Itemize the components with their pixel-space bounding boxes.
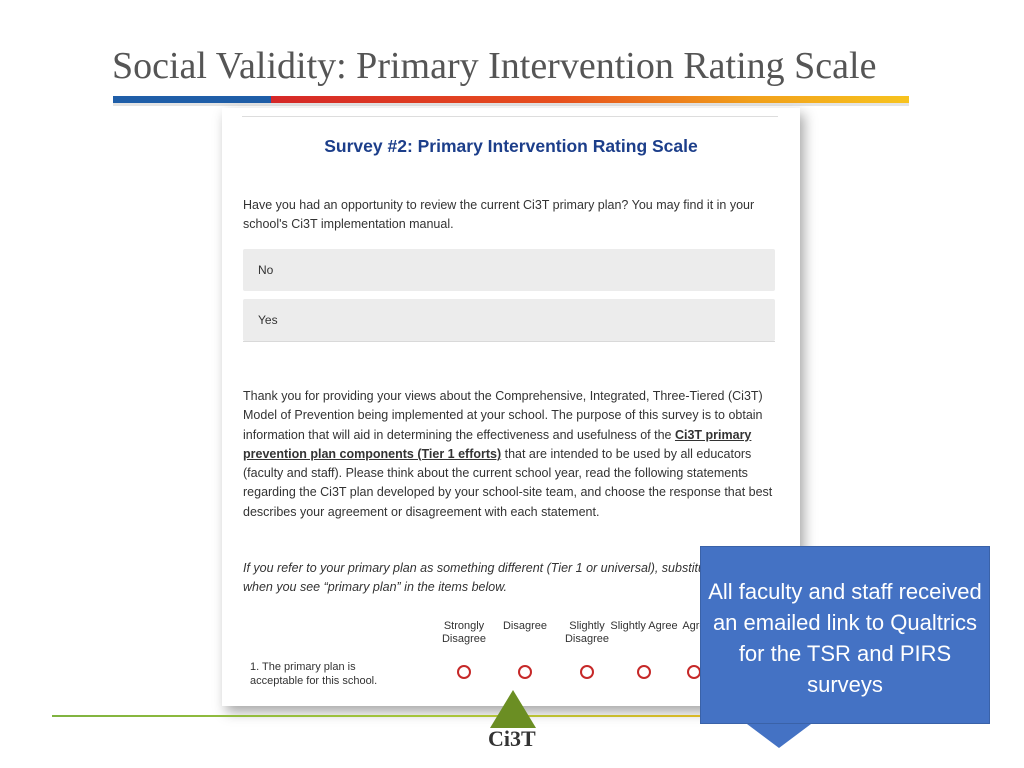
survey-top-divider — [242, 116, 778, 117]
accent-bar-gradient — [271, 96, 909, 103]
callout-pointer — [747, 724, 811, 748]
survey-note: If you refer to your primary plan as som… — [243, 561, 769, 595]
item-1-label: 1. The primary plan is acceptable for th… — [250, 661, 378, 687]
intro-link[interactable]: Ci3T primary prevention plan components … — [243, 427, 752, 461]
intro-text-2: that are intended to be used by all educ… — [243, 446, 773, 519]
radio-agree[interactable] — [687, 665, 701, 679]
footer-line — [52, 715, 822, 717]
radio-strongly-disagree[interactable] — [457, 665, 471, 679]
column-slightly-agree: Slightly Agree — [610, 620, 678, 632]
survey-screenshot: Survey #2: Primary Intervention Rating S… — [222, 108, 800, 706]
ci3t-logo-triangle-icon — [490, 690, 536, 728]
title-accent-bar — [113, 96, 909, 103]
accent-bar-shadow — [113, 103, 909, 106]
option-no[interactable]: No — [243, 249, 775, 291]
radio-disagree[interactable] — [518, 665, 532, 679]
column-disagree: Disagree — [502, 620, 548, 632]
intro-text-1: Thank you for providing your views about… — [243, 389, 763, 442]
column-slightly-disagree: Slightly Disagree — [564, 620, 610, 645]
survey-title: Survey #2: Primary Intervention Rating S… — [324, 136, 698, 156]
ci3t-logo: Ci3T — [488, 726, 536, 751]
radio-slightly-disagree[interactable] — [580, 665, 594, 679]
survey-intro: Thank you for providing your views about… — [243, 387, 778, 522]
accent-bar-blue — [113, 96, 271, 103]
survey-divider — [243, 341, 775, 342]
slide-title: Social Validity: Primary Intervention Ra… — [112, 45, 877, 87]
column-strongly-disagree: Strongly Disagree — [441, 620, 487, 645]
option-yes[interactable]: Yes — [243, 299, 775, 341]
callout-box: All faculty and staff received an emaile… — [700, 546, 990, 724]
radio-slightly-agree[interactable] — [637, 665, 651, 679]
survey-question: Have you had an opportunity to review th… — [243, 198, 755, 231]
